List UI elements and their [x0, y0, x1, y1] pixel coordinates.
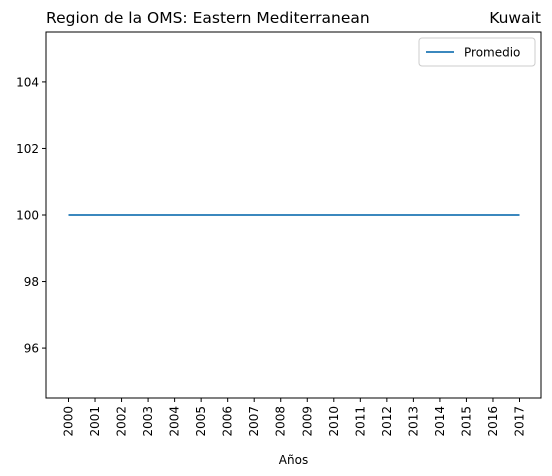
x-tick-label-2011: 2011	[353, 406, 367, 437]
y-tick-label-96: 96	[24, 342, 39, 356]
x-tick-label-2001: 2001	[88, 406, 102, 437]
x-tick-label-2014: 2014	[433, 406, 447, 437]
y-tick-label-98: 98	[24, 275, 39, 289]
x-tick-label-2005: 2005	[194, 406, 208, 437]
x-tick-label-2009: 2009	[300, 406, 314, 437]
x-tick-label-2004: 2004	[168, 406, 182, 437]
y-tick-label-102: 102	[16, 142, 39, 156]
y-tick-label-100: 100	[16, 209, 39, 223]
x-tick-label-2008: 2008	[274, 406, 288, 437]
x-tick-label-2012: 2012	[380, 406, 394, 437]
x-tick-label-2007: 2007	[247, 406, 261, 437]
x-tick-label-2003: 2003	[141, 406, 155, 437]
x-axis: 2000 2001 2002 2003 2004 2005 2006 2007 2008 2009…	[62, 398, 527, 437]
legend-box	[418, 37, 536, 67]
x-tick-label-2013: 2013	[406, 406, 420, 437]
legend: Promedio	[418, 37, 536, 67]
x-tick-label-2015: 2015	[459, 406, 473, 437]
legend-label: Promedio	[464, 46, 520, 60]
x-tick-label-2010: 2010	[327, 406, 341, 437]
x-tick-label-2016: 2016	[486, 406, 500, 437]
x-tick-label-2017: 2017	[513, 406, 527, 437]
x-axis-label: Años	[279, 453, 308, 467]
y-axis: 96 98 100 102 104	[16, 75, 46, 356]
chart-title-right: Kuwait	[489, 9, 541, 27]
x-tick-label-2006: 2006	[221, 406, 235, 437]
x-tick-label-2002: 2002	[115, 406, 129, 437]
chart-title-left: Region de la OMS: Eastern Mediterranean	[46, 9, 370, 27]
x-tick-label-2000: 2000	[62, 406, 76, 437]
y-tick-label-104: 104	[16, 75, 39, 89]
